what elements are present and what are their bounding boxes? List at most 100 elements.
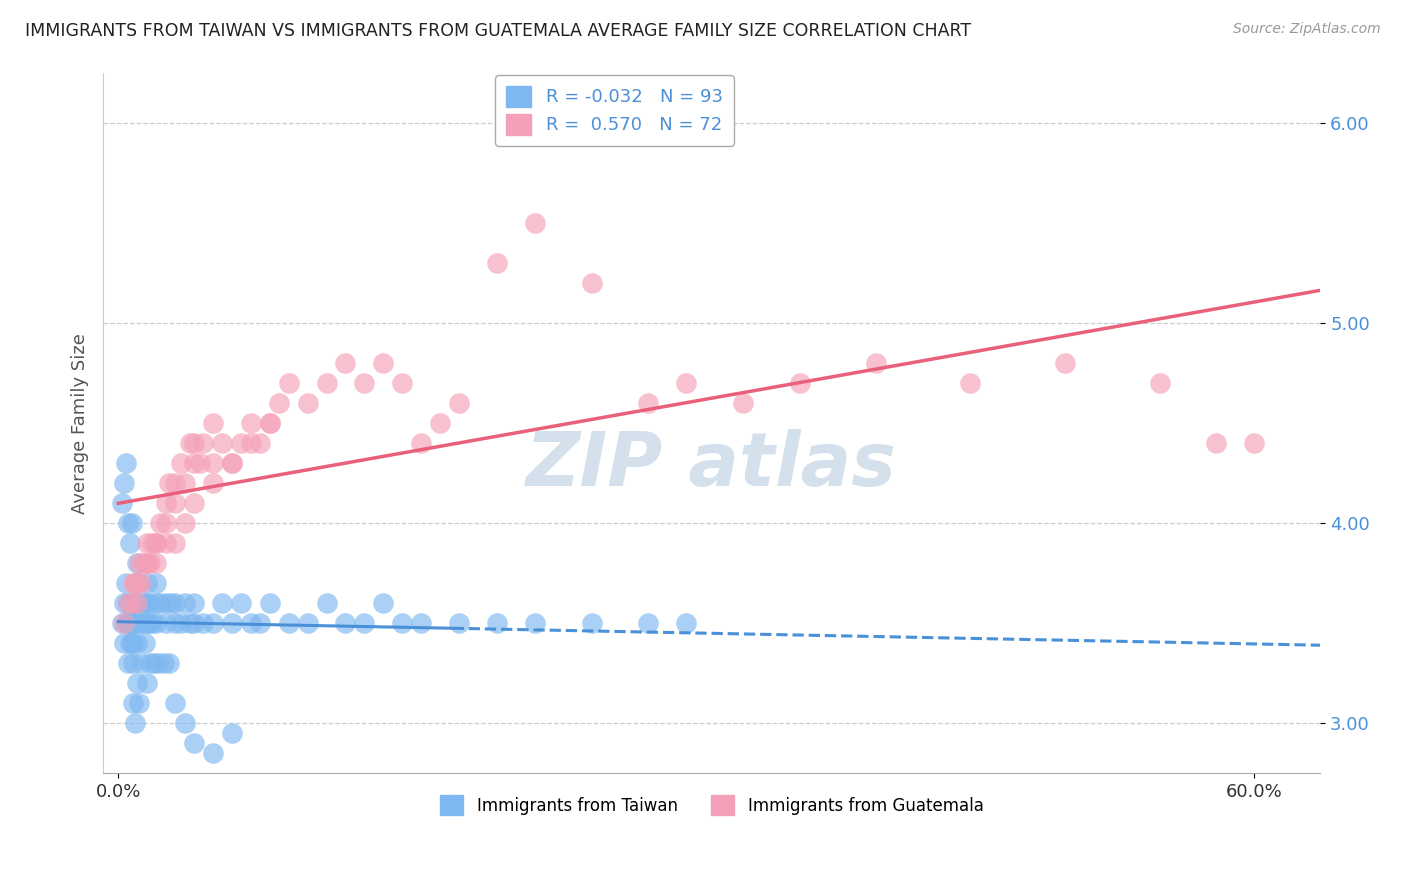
Point [155,616,177,631]
Point [145,596,167,610]
Point [1205,436,1227,450]
Point [211,436,233,450]
Point [165,536,187,550]
Point [127,576,149,591]
Point [132,556,155,570]
Point [581,276,603,290]
Point [145,556,167,570]
Point [117,516,139,531]
Point [121,636,143,650]
Point [183,736,205,750]
Point [183,616,205,631]
Point [145,576,167,591]
Point [139,657,162,671]
Point [183,436,205,450]
Point [122,697,145,711]
Point [117,616,139,631]
Point [128,556,150,570]
Point [335,356,357,370]
Point [129,596,152,610]
Point [221,726,243,740]
Text: Source: ZipAtlas.com: Source: ZipAtlas.com [1233,22,1381,37]
Point [155,596,177,610]
Point [675,616,697,631]
Point [315,596,337,610]
Point [277,616,299,631]
Point [373,356,395,370]
Point [155,516,177,531]
Point [231,436,253,450]
Point [112,616,135,631]
Point [165,476,187,491]
Point [201,456,224,470]
Point [118,616,141,631]
Point [132,616,155,631]
Point [122,657,145,671]
Point [221,456,243,470]
Point [165,596,187,610]
Point [249,436,271,450]
Point [118,536,141,550]
Point [143,657,166,671]
Point [157,657,180,671]
Point [183,456,205,470]
Point [127,636,149,650]
Point [155,536,177,550]
Point [124,616,146,631]
Point [675,376,697,391]
Point [221,456,243,470]
Point [193,436,215,450]
Legend: Immigrants from Taiwan, Immigrants from Guatemala: Immigrants from Taiwan, Immigrants from … [430,785,994,824]
Point [112,636,135,650]
Point [277,376,299,391]
Point [789,376,811,391]
Point [146,657,169,671]
Point [121,616,143,631]
Point [135,556,157,570]
Point [135,616,157,631]
Point [173,476,195,491]
Point [411,616,433,631]
Y-axis label: Average Family Size: Average Family Size [72,333,89,514]
Point [485,256,508,270]
Point [165,496,187,510]
Point [115,576,138,591]
Point [201,476,224,491]
Point [135,676,157,690]
Point [122,596,145,610]
Point [145,536,167,550]
Point [447,396,470,410]
Point [117,596,139,610]
Point [179,616,201,631]
Point [135,556,157,570]
Point [134,636,156,650]
Text: ZIP atlas: ZIP atlas [526,429,897,501]
Point [129,576,152,591]
Point [259,416,281,430]
Point [959,376,981,391]
Point [122,636,145,650]
Point [124,576,146,591]
Point [127,596,149,610]
Point [411,436,433,450]
Point [249,616,271,631]
Point [138,616,160,631]
Text: IMMIGRANTS FROM TAIWAN VS IMMIGRANTS FROM GUATEMALA AVERAGE FAMILY SIZE CORRELAT: IMMIGRANTS FROM TAIWAN VS IMMIGRANTS FRO… [25,22,972,40]
Point [193,616,215,631]
Point [121,596,143,610]
Point [124,596,146,610]
Point [201,747,224,761]
Point [1053,356,1076,370]
Point [127,676,149,690]
Point [121,516,143,531]
Point [297,396,319,410]
Point [139,596,162,610]
Point [315,376,337,391]
Point [353,616,375,631]
Point [485,616,508,631]
Point [155,496,177,510]
Point [127,596,149,610]
Point [259,596,281,610]
Point [239,436,262,450]
Point [188,456,211,470]
